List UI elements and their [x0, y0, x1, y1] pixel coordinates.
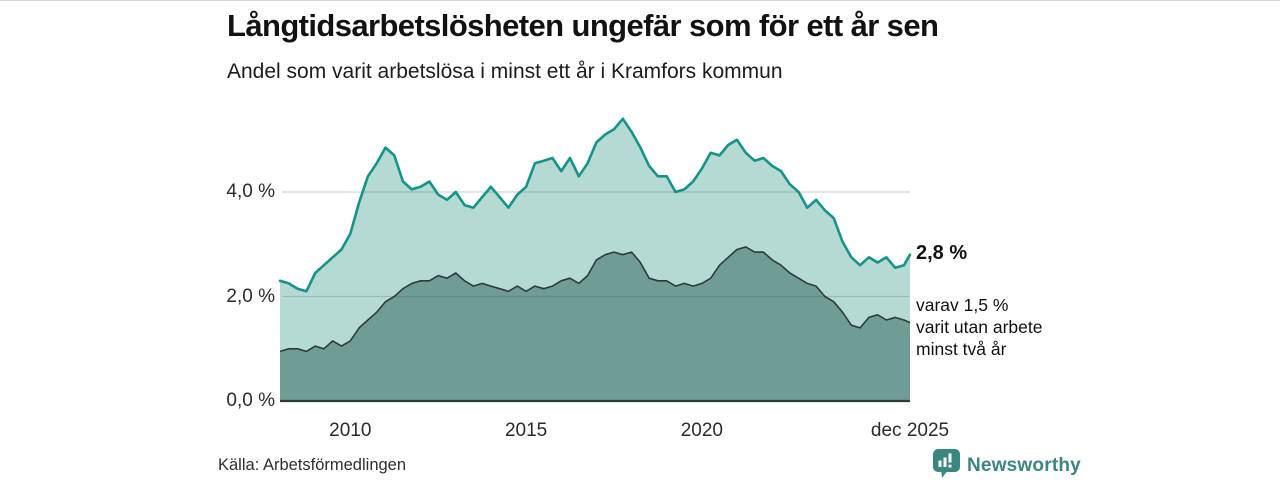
- annotation-secondary-line-2: varit utan arbete: [916, 317, 1043, 337]
- source-text: Källa: Arbetsförmedlingen: [218, 456, 407, 474]
- newsworthy-logo-text: Newsworthy: [967, 455, 1081, 476]
- bar-chart-bubble-icon: [933, 449, 960, 483]
- x-tick-label: 2010: [329, 420, 372, 441]
- annotation-secondary: varav 1,5 % varit utan arbete minst två …: [916, 294, 1042, 360]
- x-tick-label: dec 2025: [870, 420, 950, 441]
- x-tick-label: 2020: [680, 420, 724, 441]
- x-tick-label: 2015: [504, 420, 548, 441]
- top-border: [0, 0, 1280, 1]
- page-subtitle: Andel som varit arbetslösa i minst ett å…: [227, 60, 783, 83]
- annotation-secondary-line-1: varav 1,5 %: [916, 295, 1009, 315]
- y-tick-label: 0,0 %: [226, 390, 275, 411]
- chart-area: [278, 117, 912, 403]
- y-tick-label: 2,0 %: [226, 285, 275, 307]
- y-tick-label: 4,0 %: [226, 181, 275, 202]
- page-title: Långtidsarbetslösheten ungefär som för e…: [227, 8, 939, 43]
- annotation-secondary-line-3: minst två år: [916, 339, 1007, 359]
- annotation-latest-value: 2,8 %: [916, 241, 968, 264]
- newsworthy-logo: Newsworthy: [933, 449, 1081, 483]
